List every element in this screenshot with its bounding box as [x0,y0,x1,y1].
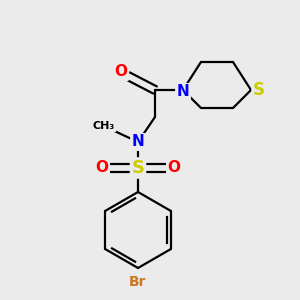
Text: O: O [167,160,181,175]
Text: S: S [131,159,145,177]
Text: N: N [177,85,189,100]
Text: Br: Br [129,275,147,289]
Text: O: O [115,64,128,80]
Text: CH₃: CH₃ [93,121,115,131]
Text: N: N [132,134,144,149]
Text: S: S [253,81,265,99]
Text: O: O [95,160,109,175]
